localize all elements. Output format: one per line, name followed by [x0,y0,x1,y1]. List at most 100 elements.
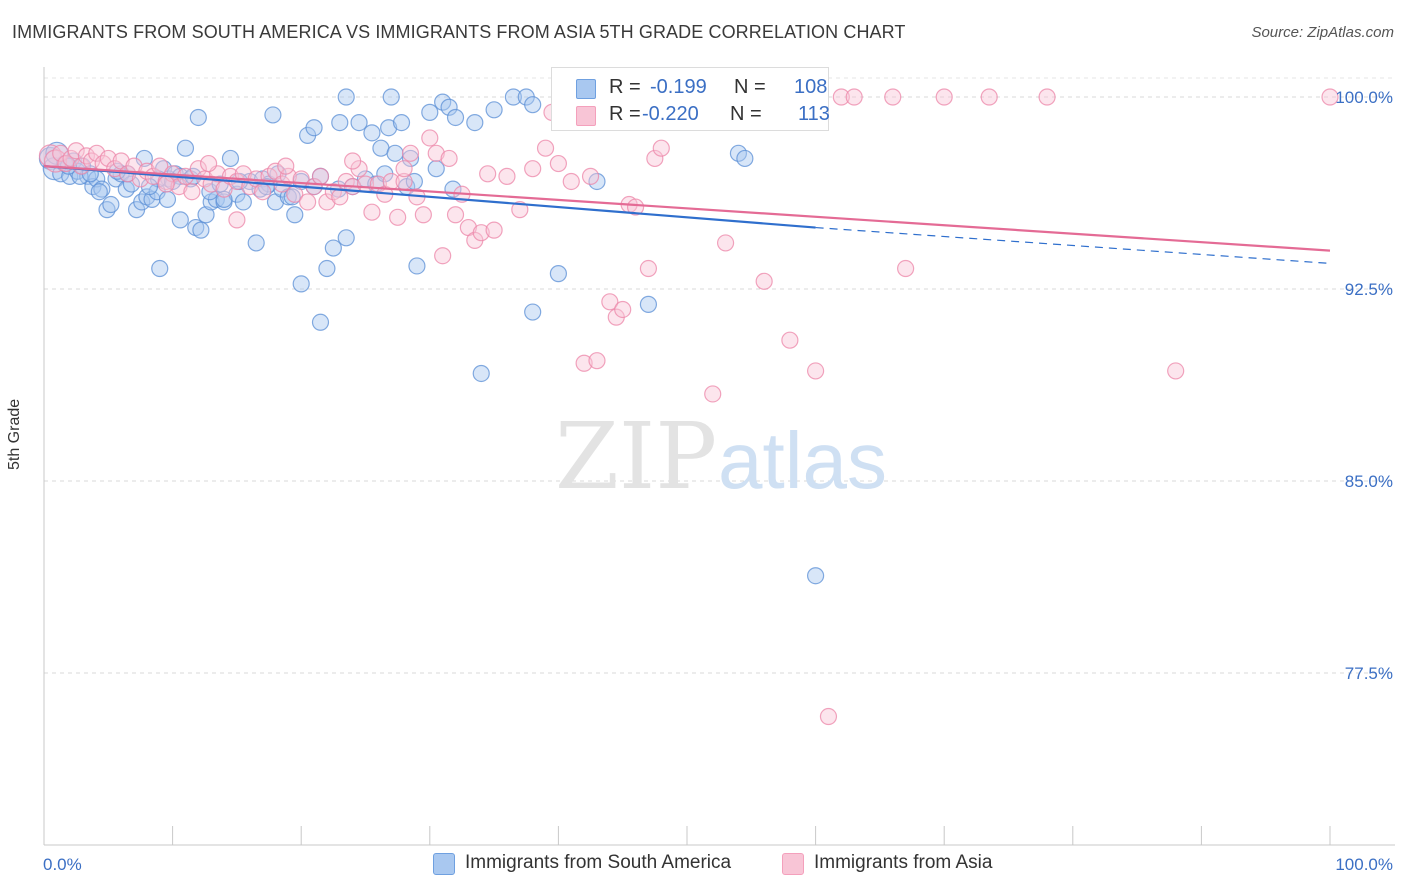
point-south-america [337,88,355,106]
point-south-america [472,364,490,383]
point-asia [318,193,336,211]
point-asia [755,272,773,290]
point-asia [781,331,799,349]
point-asia [980,88,998,106]
point-asia [299,193,317,211]
legend-swatch-south-america [433,853,455,875]
point-south-america [446,108,465,127]
point-south-america [318,259,336,278]
point-asia [77,147,96,165]
n-label: N = [730,103,762,125]
point-asia [389,208,407,226]
point-south-america [197,206,215,224]
point-asia [99,149,117,168]
point-south-america [504,88,522,106]
watermark-atlas: atlas [718,416,887,505]
point-south-america [264,106,282,124]
series-legend: Immigrants from South America Immigrants… [0,852,1406,878]
point-asia [228,211,246,229]
point-asia [884,88,902,106]
point-asia [67,142,85,160]
r-label: R = [609,103,641,125]
trend-extension-south-america [815,226,1331,264]
point-south-america [90,183,108,201]
point-south-america [189,108,207,127]
point-south-america [102,195,120,214]
point-asia [511,201,529,219]
data-points [38,88,1339,726]
point-south-america [234,193,252,211]
point-south-america [292,275,310,293]
point-asia [479,165,497,183]
point-asia [614,300,632,319]
point-south-america [122,175,141,193]
point-asia [536,139,555,157]
point-south-america [133,193,151,211]
point-south-america [247,234,265,252]
y-tick-label: 77.5% [1345,664,1393,683]
point-south-america [549,265,568,283]
point-asia [716,234,735,252]
point-asia [277,157,295,175]
y-tick-label: 85.0% [1345,472,1393,491]
point-asia [200,154,218,173]
point-asia [1038,88,1056,106]
point-south-america [639,295,658,313]
point-south-america [466,113,484,132]
legend-swatch-asia [782,853,804,875]
point-asia [311,167,330,185]
point-asia [157,175,175,193]
watermark-zip: ZIP [555,403,717,510]
point-south-america [524,303,542,321]
x-tick-label: 0.0% [43,855,82,874]
point-south-america [331,113,349,132]
point-south-america [392,113,411,132]
point-asia [363,203,381,221]
point-asia [434,247,452,265]
point-asia [601,293,619,311]
point-asia [581,167,600,185]
point-asia [588,352,606,370]
point-asia [279,167,297,185]
point-south-america [192,221,210,239]
point-south-america [382,88,400,106]
r-value: -0.220 [642,103,699,125]
point-south-america [283,188,301,206]
point-south-america [408,257,426,275]
stats-swatch-asia [576,106,596,126]
point-south-america [324,239,342,257]
x-tick-label: 100.0% [1335,855,1393,874]
point-asia [344,152,362,170]
n-value: 108 [794,76,828,98]
point-asia [646,149,664,168]
point-south-america [524,96,542,114]
point-asia [897,259,915,278]
point-asia [652,139,670,157]
point-south-america [171,211,189,229]
n-label: N = [734,76,766,98]
point-south-america [440,98,458,116]
n-value: 113 [798,103,830,125]
point-asia [170,178,188,196]
legend-label-south-america: Immigrants from South America [465,852,732,873]
point-south-america [736,149,754,168]
point-asia [414,206,432,224]
point-south-america [386,144,404,162]
point-south-america [350,113,368,132]
chart-source: Source: ZipAtlas.com [1251,24,1394,41]
axes [43,67,1395,846]
point-asia [935,88,953,106]
point-asia [331,188,349,206]
point-south-america [337,229,355,247]
trend-line-asia [43,165,1331,252]
y-tick-label: 92.5% [1345,280,1393,299]
r-label: R = [609,76,641,98]
point-asia [549,154,568,173]
stats-legend: R = -0.199 N = 108 R = -0.220 N = 113 [551,67,830,131]
y-tick-labels: 100.0% 92.5% 85.0% 77.5% [1335,88,1393,683]
point-asia [1321,88,1339,106]
point-asia [183,183,201,201]
point-asia [427,144,445,162]
point-south-america [806,567,825,585]
